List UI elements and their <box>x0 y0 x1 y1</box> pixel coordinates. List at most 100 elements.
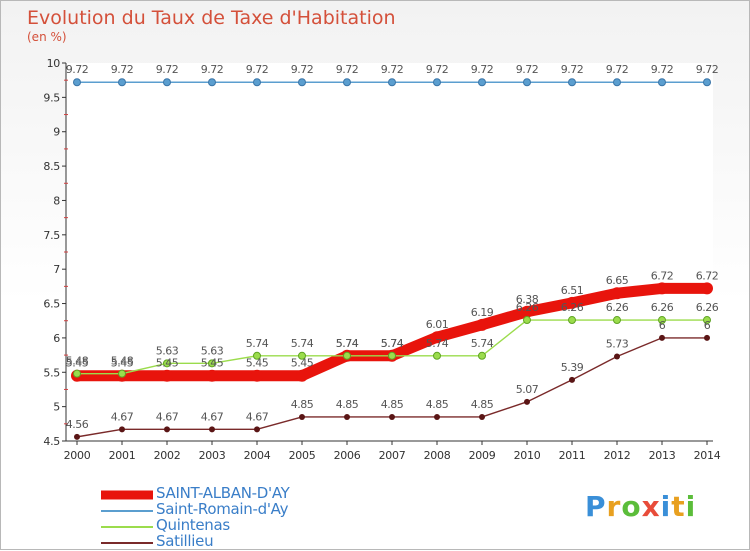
x-tick-label: 2006 <box>334 449 361 462</box>
x-tick-label: 2002 <box>154 449 181 462</box>
data-label-saint-romain: 9.72 <box>516 63 539 76</box>
data-label-satillieu: 6 <box>704 319 711 332</box>
legend-label-quintenas: Quintenas <box>156 516 230 534</box>
data-label-quintenas: 5.63 <box>201 344 224 357</box>
data-point-saint-romain <box>433 78 441 87</box>
logo-letter: o <box>621 490 642 523</box>
data-label-satillieu: 5.73 <box>606 337 629 350</box>
data-label-saint-romain: 9.72 <box>336 63 359 76</box>
data-label-satillieu: 4.85 <box>381 398 404 411</box>
data-point-quintenas <box>73 369 81 378</box>
data-label-saint-alban: 6.65 <box>606 274 629 287</box>
x-tick-label: 2005 <box>289 449 316 462</box>
data-point-quintenas <box>658 316 666 325</box>
data-label-satillieu: 5.39 <box>561 361 584 374</box>
x-tick-label: 2003 <box>199 449 226 462</box>
data-point-saint-romain <box>523 78 531 87</box>
data-point-saint-romain <box>613 78 621 87</box>
data-label-saint-romain: 9.72 <box>111 63 134 76</box>
x-tick-label: 2010 <box>514 449 541 462</box>
data-point-satillieu <box>164 426 170 433</box>
data-point-satillieu <box>299 413 305 420</box>
x-tick-label: 2000 <box>64 449 91 462</box>
data-label-quintenas: 6.26 <box>651 301 674 314</box>
data-point-satillieu <box>434 413 440 420</box>
data-label-quintenas: 6.26 <box>696 301 719 314</box>
data-label-quintenas: 5.74 <box>471 337 494 350</box>
y-tick-label: 4.5 <box>43 435 60 448</box>
data-point-satillieu <box>209 426 215 433</box>
data-label-saint-alban: 5.45 <box>156 357 179 370</box>
legend-label-satillieu: Satillieu <box>156 532 214 550</box>
data-point-quintenas <box>433 351 441 360</box>
logo-letter: i <box>660 490 672 523</box>
legend-swatch-saint-alban <box>101 490 153 500</box>
data-label-quintenas: 5.48 <box>66 355 89 368</box>
y-tick-label: 9 <box>53 126 60 139</box>
data-label-saint-romain: 9.72 <box>66 63 89 76</box>
y-tick-label: 10 <box>47 57 61 70</box>
y-tick-label: 7 <box>53 263 60 276</box>
data-point-saint-alban <box>251 369 263 382</box>
data-point-saint-romain <box>73 78 81 87</box>
data-label-quintenas: 5.48 <box>111 355 134 368</box>
legend-swatch-satillieu <box>101 542 153 544</box>
data-label-saint-romain: 9.72 <box>561 63 584 76</box>
series-layer <box>71 78 713 440</box>
data-label-satillieu: 4.67 <box>201 410 224 423</box>
data-point-saint-romain <box>388 78 396 87</box>
data-point-quintenas <box>703 316 711 325</box>
y-tick-label: 7.5 <box>43 229 60 242</box>
data-point-saint-alban <box>161 369 173 382</box>
data-point-saint-alban <box>566 296 578 309</box>
data-label-saint-alban: 6.51 <box>561 284 584 297</box>
legend-swatch-quintenas <box>101 526 153 528</box>
data-point-satillieu <box>614 353 620 360</box>
data-label-satillieu: 6 <box>659 319 666 332</box>
y-tick-label: 5.5 <box>43 366 60 379</box>
data-label-saint-alban: 5.74 <box>381 337 404 350</box>
logo-letter: P <box>585 490 607 523</box>
data-point-satillieu <box>254 426 260 433</box>
x-tick-label: 2013 <box>649 449 676 462</box>
data-label-saint-alban: 5.45 <box>201 357 224 370</box>
data-label-saint-romain: 9.72 <box>156 63 179 76</box>
legend-label-saint-romain: Saint-Romain-d'Ay <box>156 500 289 518</box>
data-label-saint-romain: 9.72 <box>471 63 494 76</box>
data-point-saint-alban <box>476 318 488 331</box>
data-point-quintenas <box>343 351 351 360</box>
data-point-satillieu <box>74 433 80 440</box>
y-tick-label: 8 <box>53 194 60 207</box>
data-label-quintenas: 5.74 <box>246 337 269 350</box>
data-point-satillieu <box>119 426 125 433</box>
data-label-saint-alban: 5.45 <box>66 357 89 370</box>
logo-letter: t <box>671 490 686 523</box>
data-point-satillieu <box>344 413 350 420</box>
y-tick-label: 8.5 <box>43 160 60 173</box>
y-tick-label: 5 <box>53 401 60 414</box>
plot-area <box>66 63 713 441</box>
data-label-satillieu: 5.07 <box>516 383 539 396</box>
y-tick-label: 6 <box>53 332 60 345</box>
data-point-satillieu <box>524 398 530 405</box>
data-label-quintenas: 5.74 <box>381 337 404 350</box>
data-point-saint-romain <box>208 78 216 87</box>
data-point-satillieu <box>569 376 575 383</box>
data-point-quintenas <box>298 351 306 360</box>
data-label-quintenas: 5.74 <box>291 337 314 350</box>
data-point-saint-alban <box>431 331 443 344</box>
data-point-quintenas <box>388 351 396 360</box>
data-label-quintenas: 5.74 <box>336 337 359 350</box>
data-point-satillieu <box>479 413 485 420</box>
logo-letter: r <box>606 490 622 523</box>
data-label-quintenas: 5.63 <box>156 344 179 357</box>
data-label-saint-romain: 9.72 <box>606 63 629 76</box>
y-tick-label: 9.5 <box>43 91 60 104</box>
data-point-saint-romain <box>343 78 351 87</box>
data-label-saint-alban: 6.38 <box>516 293 539 306</box>
data-point-saint-alban <box>206 369 218 382</box>
chart-title: Evolution du Taux de Taxe d'Habitation <box>27 7 396 29</box>
x-tick-label: 2012 <box>604 449 631 462</box>
data-point-saint-alban <box>611 287 623 300</box>
